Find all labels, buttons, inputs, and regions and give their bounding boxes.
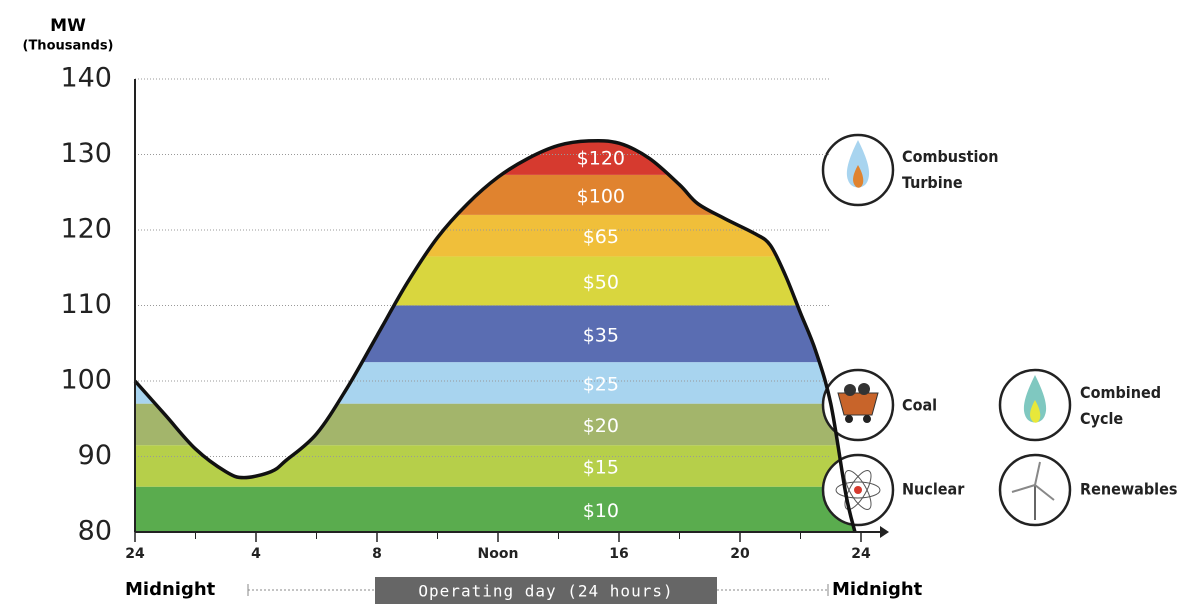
midnight-left: Midnight [125,579,216,600]
blades [1011,461,1055,501]
legend-label: Renewables [1080,480,1177,499]
band-label: $15 [583,456,619,478]
band-label: $20 [583,415,619,437]
x-tick-label: 4 [251,546,261,562]
load-curve [133,138,857,533]
band [135,486,855,532]
y-tick-label: 130 [60,138,112,169]
x-tick-label: 20 [730,546,750,562]
y-tick-label: 90 [78,440,112,471]
orbit [844,470,872,510]
nucleus [854,486,862,494]
y-tick-label: 110 [60,289,112,320]
band [135,140,855,175]
band [135,256,855,306]
band-label: $35 [583,324,619,346]
operating-day-box [375,577,717,604]
legend: Combustion Turbine Coal Combined Cycle Nuc… [821,133,1177,527]
wheel [845,415,853,423]
flame [1023,375,1047,423]
orbit [835,481,881,499]
x-tick-label: 24 [125,546,145,562]
band-label: $100 [577,185,625,207]
x-axis-arrow [880,526,889,538]
y-tick-label: 140 [60,63,112,94]
x-tick-label: Noon [478,546,519,562]
y-tick-label: 120 [60,214,112,245]
band-label: $25 [583,373,619,395]
legend-label: Nuclear [902,480,965,499]
flame [853,165,864,188]
x-tick-label: 16 [609,546,628,562]
legend-label: Coal [902,396,937,415]
band [135,174,855,215]
cart [837,392,879,416]
legend-label: Combined Cycle [1080,383,1161,428]
band [135,214,855,257]
x-tick-label: 8 [372,546,382,562]
coal [858,383,870,395]
midnight-right: Midnight [832,579,923,600]
band [135,445,855,487]
bands [135,140,855,532]
x-tick-label: 24 [851,546,871,562]
band-label: $50 [583,271,619,293]
band [135,305,855,363]
band [135,362,855,404]
y-label: MW [50,16,86,36]
operating-day: Operating day (24 hours) [418,582,673,601]
orbit [844,470,872,510]
coal [844,384,856,396]
wheel [863,415,871,423]
band-label: $10 [583,500,619,522]
band [135,403,855,446]
legend-label: Combustion Turbine [902,147,999,192]
y-tick-label: 100 [60,365,112,396]
y-tick-label: 80 [78,516,112,547]
band-label: $120 [577,148,625,170]
flame [846,140,870,188]
band-label: $65 [583,226,619,248]
flame [1030,400,1041,423]
y-sublabel: (Thousands) [23,39,114,54]
